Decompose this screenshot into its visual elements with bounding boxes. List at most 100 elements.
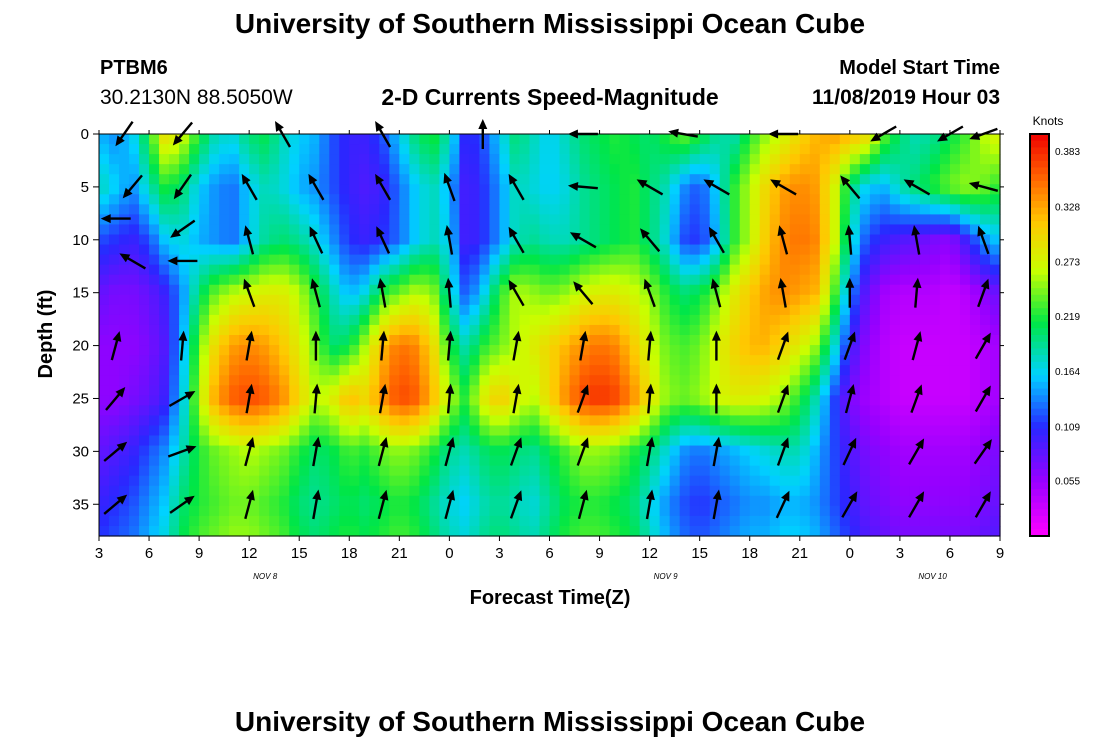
heatmap-cell [559,475,571,487]
heatmap-cell [559,395,571,406]
heatmap-cell [169,475,180,487]
heatmap-cell [409,415,420,427]
heatmap-cell [289,425,300,437]
heatmap-cell [849,244,861,256]
heatmap-cell [109,264,120,276]
heatmap-cell [729,224,741,236]
current-vector [105,387,126,411]
heatmap-cell [859,495,871,507]
heatmap-cell [249,294,260,306]
heatmap-cell [559,465,571,477]
heatmap-cell [509,445,521,457]
heatmap-cell [299,365,310,376]
heatmap-cell [959,174,971,185]
heatmap-cell [599,445,611,457]
heatmap-cell [139,345,150,356]
heatmap-cell [339,244,350,256]
heatmap-cell [309,435,320,447]
heatmap-cell [859,234,871,246]
current-vector [711,330,721,361]
heatmap-cell [569,375,581,386]
heatmap-cell [919,365,931,376]
heatmap-cell [409,475,420,487]
heatmap-cell [329,435,340,447]
current-vector [777,277,787,308]
heatmap-cell [209,164,220,175]
heatmap-cell [389,505,400,517]
heatmap-cell [329,415,340,427]
heatmap-cell [619,134,631,145]
heatmap-cell [739,284,751,296]
heatmap-cell [849,455,861,467]
heatmap-cell [839,355,851,366]
heatmap-cell [799,505,811,517]
heatmap-cell [709,495,721,507]
heatmap-cell [919,525,931,537]
heatmap-cell [669,264,681,276]
heatmap-cell [659,144,671,155]
heatmap-cell [719,224,731,236]
heatmap-cell [819,455,831,467]
heatmap-cell [439,345,450,356]
heatmap-cell [959,505,971,517]
vector-arrowhead [915,438,925,450]
heatmap-cell [329,345,340,356]
heatmap-cell [669,324,681,336]
heatmap-cell [869,214,881,226]
heatmap-cell [879,264,891,276]
heatmap-cell [919,154,931,165]
heatmap-cell [329,244,340,256]
heatmap-cell [99,144,110,155]
heatmap-cell [789,284,801,296]
heatmap-cell [349,174,360,185]
heatmap-cell [339,425,350,437]
heatmap-cell [289,284,300,296]
heatmap-cell [319,435,330,447]
heatmap-cell [99,304,110,316]
heatmap-cell [199,144,210,155]
heatmap-cell [349,465,360,477]
heatmap-cell [369,425,380,437]
heatmap-cell [219,465,230,477]
heatmap-cell [489,134,501,145]
current-vector [703,179,730,196]
heatmap-cell [99,385,110,396]
heatmap-cell [609,475,621,487]
vector-arrowhead [513,490,523,502]
heatmap-cell [909,204,921,215]
heatmap-cell [279,184,290,195]
heatmap-cell [509,264,521,276]
heatmap-cell [259,204,270,215]
heatmap-cell [249,244,260,256]
heatmap-cell [159,264,170,276]
colorbar-segment [1030,361,1049,370]
heatmap-cell [129,345,140,356]
heatmap-cell [299,405,310,416]
heatmap-cell [859,294,871,306]
heatmap-cell [119,505,130,517]
colorbar-segment [1030,234,1049,242]
heatmap-cell [529,415,541,427]
current-vector [775,490,790,519]
heatmap-cell [779,164,791,175]
heatmap-cell [829,495,841,507]
heatmap-cell [809,304,821,316]
heatmap-cell [729,475,741,487]
heatmap-cell [869,194,881,205]
heatmap-cell [179,465,190,477]
heatmap-cell [619,154,631,165]
heatmap-cell [959,385,971,396]
heatmap-cell [609,224,621,236]
heatmap-cell [529,385,541,396]
heatmap-cell [369,184,380,195]
heatmap-cell [809,214,821,226]
heatmap-cell [639,314,651,326]
heatmap-cell [869,505,881,517]
heatmap-cell [589,264,601,276]
heatmap-cell [729,274,741,286]
heatmap-cell [639,214,651,226]
heatmap-cell [539,485,551,497]
heatmap-cell [799,425,811,437]
heatmap-cell [99,335,110,346]
heatmap-cell [179,184,190,195]
